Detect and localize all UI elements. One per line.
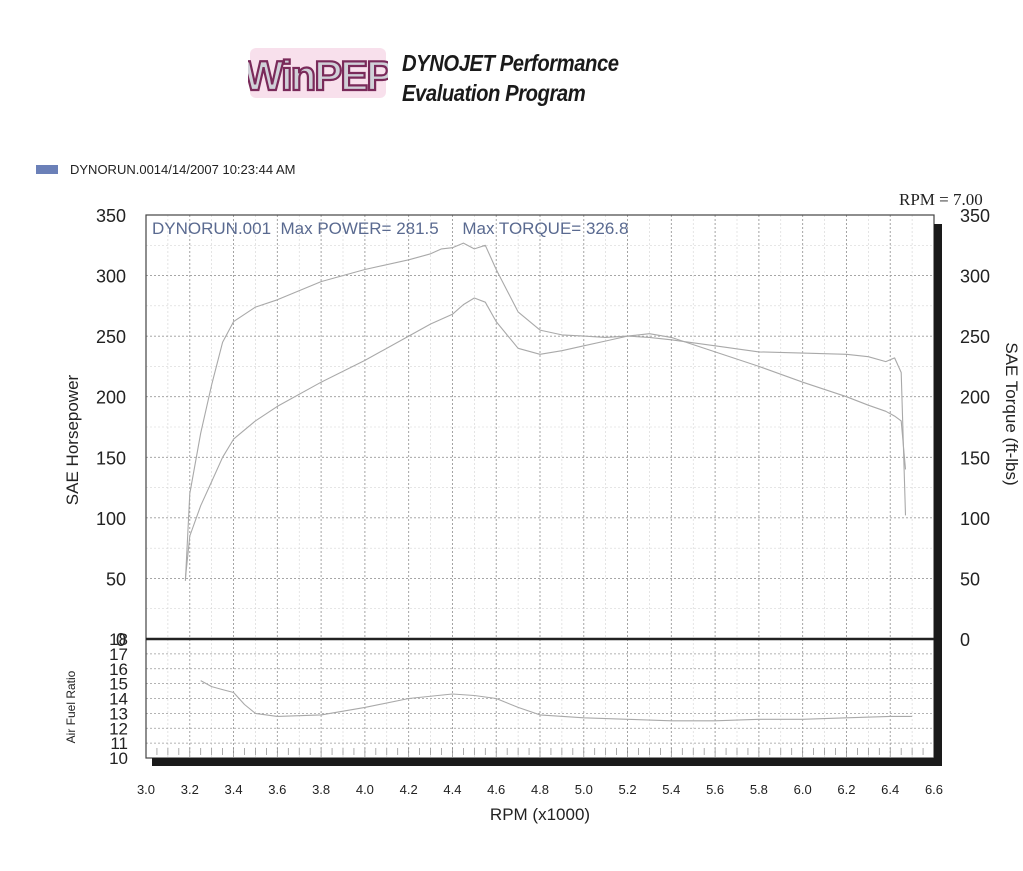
y-axis-label-left: SAE Horsepower (63, 374, 82, 505)
x-tick-label: 3.0 (137, 782, 155, 797)
afr-tick-label: 10 (109, 749, 128, 768)
afr-axis-label: Air Fuel Ratio (64, 670, 78, 743)
x-axis-label: RPM (x1000) (490, 805, 590, 824)
x-tick-label: 6.4 (881, 782, 899, 797)
y-tick-label-left: 150 (96, 448, 126, 468)
y-tick-label-left: 0 (116, 630, 126, 650)
y-axis-label-right: SAE Torque (ft-lbs) (1002, 342, 1021, 485)
afr-grid (145, 638, 935, 759)
frame-shadow-right (934, 224, 942, 766)
y-tick-label-right: 250 (960, 327, 990, 347)
x-tick-label: 5.8 (750, 782, 768, 797)
afr-tick-label: 17 (109, 645, 128, 664)
y-tick-label-right: 50 (960, 569, 980, 589)
y-tick-label-right: 350 (960, 206, 990, 226)
afr-tick-label: 14 (109, 690, 128, 709)
y-tick-label-left: 50 (106, 569, 126, 589)
x-tick-label: 4.8 (531, 782, 549, 797)
x-tick-label: 5.6 (706, 782, 724, 797)
y-tick-label-left: 250 (96, 327, 126, 347)
tick-labels: 3.0 3.2 3.4 3.6 3.8 4.0 4.2 4.4 4.6 4.8 5.0 5.2 5.4 5… (96, 206, 990, 797)
x-tick-label: 3.8 (312, 782, 330, 797)
afr-tick-label: 11 (110, 734, 128, 753)
winpep-logo: WinPEP (248, 48, 388, 100)
x-tick-label: 3.4 (225, 782, 243, 797)
y-tick-label-right: 0 (960, 630, 970, 650)
rpm-readout: RPM = 7.00 (899, 190, 983, 209)
afr-tick-label: 12 (109, 719, 128, 738)
series-layer (184, 242, 913, 722)
series-torque-line (184, 242, 907, 581)
y-tick-label-right: 150 (960, 448, 990, 468)
x-tick-label: 6.6 (925, 782, 943, 797)
logo-text: WinPEP (248, 52, 388, 99)
legend-swatch (36, 165, 58, 174)
afr-tick-label: 13 (109, 704, 128, 723)
y-tick-label-right: 300 (960, 267, 990, 287)
x-tick-label: 5.2 (619, 782, 637, 797)
series-power-line (184, 297, 907, 579)
header-title-line2: Evaluation Program (402, 80, 586, 106)
plot-frame (145, 214, 942, 766)
y-tick-label-left: 200 (96, 388, 126, 408)
afr-tick-label: 18 (109, 630, 128, 649)
afr-tick-label: 16 (109, 660, 128, 679)
x-tick-label: 6.0 (794, 782, 812, 797)
series-afr-line (200, 680, 913, 722)
x-tick-label: 4.4 (443, 782, 461, 797)
y-tick-label-right: 100 (960, 509, 990, 529)
main-grid (145, 214, 935, 640)
x-tick-label: 5.0 (575, 782, 593, 797)
x-tick-label: 3.2 (181, 782, 199, 797)
y-tick-label-left: 300 (96, 267, 126, 287)
x-tick-label: 4.6 (487, 782, 505, 797)
y-tick-label-left: 350 (96, 206, 126, 226)
afr-tick-label: 15 (109, 675, 128, 694)
x-tick-label: 3.6 (268, 782, 286, 797)
y-tick-label-left: 100 (96, 509, 126, 529)
header-title-line1: DYNOJET Performance (402, 50, 619, 76)
x-tick-label: 5.4 (662, 782, 680, 797)
max-annotation: DYNORUN.001 Max POWER= 281.5 Max TORQUE=… (152, 219, 629, 238)
x-tick-label: 4.0 (356, 782, 374, 797)
y-tick-label-right: 200 (960, 388, 990, 408)
frame-shadow-bottom (152, 758, 942, 766)
x-tick-label: 4.2 (400, 782, 418, 797)
x-tick-label: 6.2 (837, 782, 855, 797)
legend-label: DYNORUN.0014/14/2007 10:23:44 AM (70, 162, 296, 177)
